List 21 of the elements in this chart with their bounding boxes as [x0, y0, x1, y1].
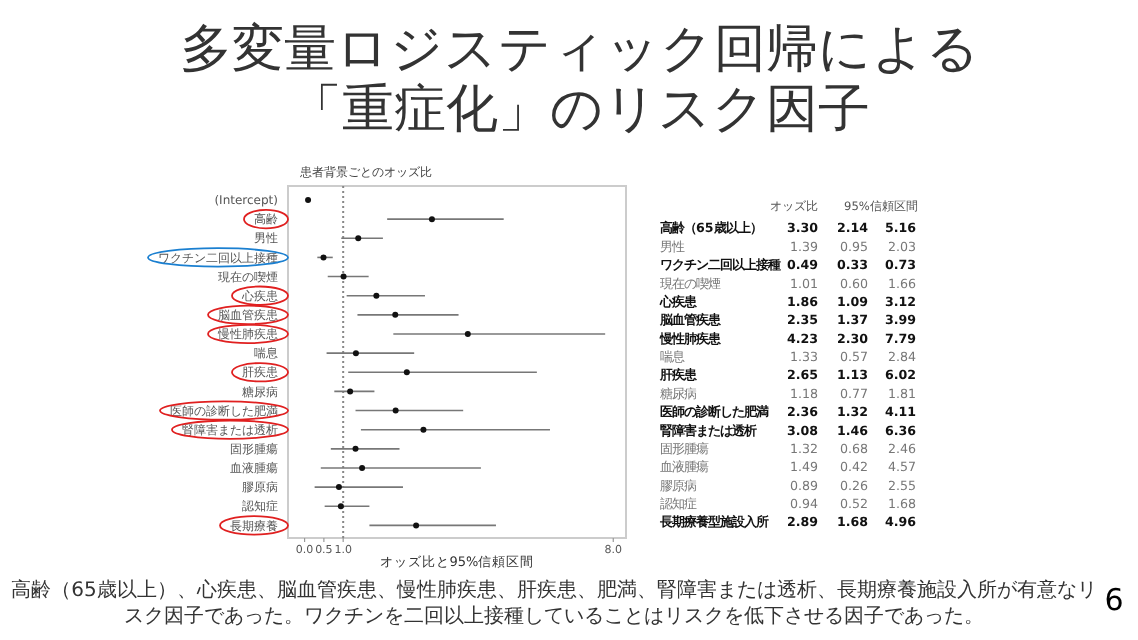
point	[352, 350, 359, 357]
point	[355, 235, 362, 242]
chart-title: 多変量ロジスティック回帰による「重症化」のリスク因子	[178, 20, 982, 140]
point	[413, 522, 420, 529]
point	[403, 369, 410, 376]
point	[337, 503, 344, 510]
point	[420, 426, 427, 433]
point	[335, 484, 342, 491]
text: 6	[1104, 582, 1124, 618]
point	[320, 254, 327, 261]
point	[373, 292, 380, 299]
point	[392, 311, 399, 318]
point	[305, 197, 312, 203]
text: 高齢（65歳以上）、心疾患、脳血管疾患、慢性肺疾患、肝疾患、肥満、腎障害または透析、長期療養施設入所が有意なリスク因子であった。ワクチンを二回以上接種していることはリスクを低下させる因子であった。	[9, 578, 1099, 630]
point	[347, 388, 354, 395]
point	[352, 445, 359, 452]
point	[464, 330, 471, 337]
point	[340, 273, 347, 280]
point	[392, 407, 399, 414]
point	[428, 216, 435, 223]
point	[359, 464, 366, 471]
